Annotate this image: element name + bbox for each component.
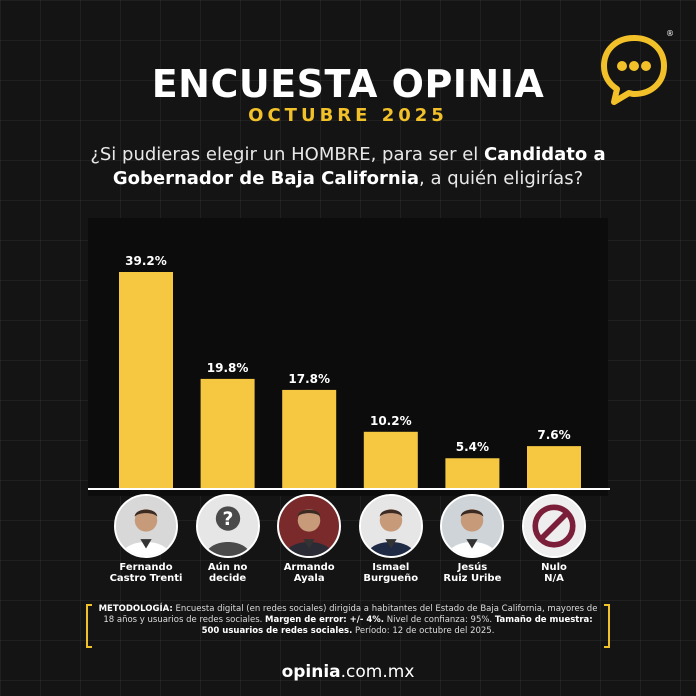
value-label-3: 10.2% [370, 414, 412, 428]
unknown-person-icon: ? [195, 494, 260, 558]
bar-0 [119, 272, 173, 488]
candidate-name: Jesús Ruiz Uribe [443, 562, 502, 584]
methodology-text-1: Encuesta digital (en redes sociales) dir… [103, 604, 598, 625]
candidate-name: Aún no decide [207, 562, 248, 584]
registered-mark: ® [666, 30, 674, 38]
bar-5 [527, 446, 581, 488]
bar-3 [363, 431, 418, 488]
survey-question: ¿Si pudieras elegir un HOMBRE, para ser … [80, 143, 616, 191]
candidate-name: Nulo N/A [541, 562, 567, 584]
bar-4 [445, 458, 500, 488]
candidate-name: Fernando Castro Trenti [109, 562, 183, 584]
candidate-1: ? Aún no decide [183, 494, 273, 584]
speech-bubble-dots-icon: ® [601, 30, 674, 105]
candidate-0: Fernando Castro Trenti [101, 494, 191, 584]
value-label-1: 19.8% [207, 361, 249, 375]
prohibited-icon [522, 494, 586, 558]
page-title: ENCUESTA OPINIA [151, 62, 545, 106]
person-photo-icon [277, 494, 342, 558]
footer-brand: opinia [281, 662, 341, 682]
methodology-text-3: Período: 12 de octubre del 2025. [352, 626, 495, 636]
bracket-right [604, 604, 610, 648]
value-label-0: 39.2% [125, 254, 167, 268]
value-label-2: 17.8% [288, 372, 330, 386]
candidate-name: Ismael Burgueño [363, 562, 419, 584]
value-label-4: 5.4% [456, 440, 489, 454]
footer-url[interactable]: opinia.com.mx [0, 662, 696, 682]
question-bold: Candidato a Gobernador de Baja Californi… [112, 144, 606, 189]
person-photo-icon [114, 494, 178, 558]
page-subtitle: OCTUBRE 2025 [248, 105, 448, 126]
footer-domain: .com.mx [340, 662, 415, 682]
sample-size: Tamaño de muestra: 500 usuarios de redes… [201, 615, 593, 636]
margin-of-error: Margen de error: +/- 4%. [265, 615, 385, 625]
candidate-3: Ismael Burgueño [346, 494, 436, 584]
candidate-2: Armando Ayala [264, 494, 354, 584]
value-label-5: 7.6% [537, 428, 570, 442]
person-photo-icon [358, 494, 423, 558]
methodology-text-2: Nivel de confianza: 95%. [384, 615, 495, 625]
person-photo-icon [440, 494, 505, 558]
question-part-2: , a quién eligirías? [419, 168, 584, 189]
candidate-name: Armando Ayala [283, 562, 335, 584]
candidate-4: Jesús Ruiz Uribe [427, 494, 517, 584]
bracket-left [86, 604, 92, 648]
question-part-1: ¿Si pudieras elegir un HOMBRE, para ser … [90, 144, 479, 165]
candidate-5: Nulo N/A [509, 494, 599, 584]
methodology-label: METODOLOGÍA: [98, 604, 173, 614]
bar-2 [282, 389, 337, 488]
methodology-note: METODOLOGÍA: Encuesta digital (en redes … [84, 604, 612, 652]
bar-1 [200, 378, 255, 488]
svg-text:?: ? [222, 509, 233, 530]
chart-panel [88, 218, 608, 496]
